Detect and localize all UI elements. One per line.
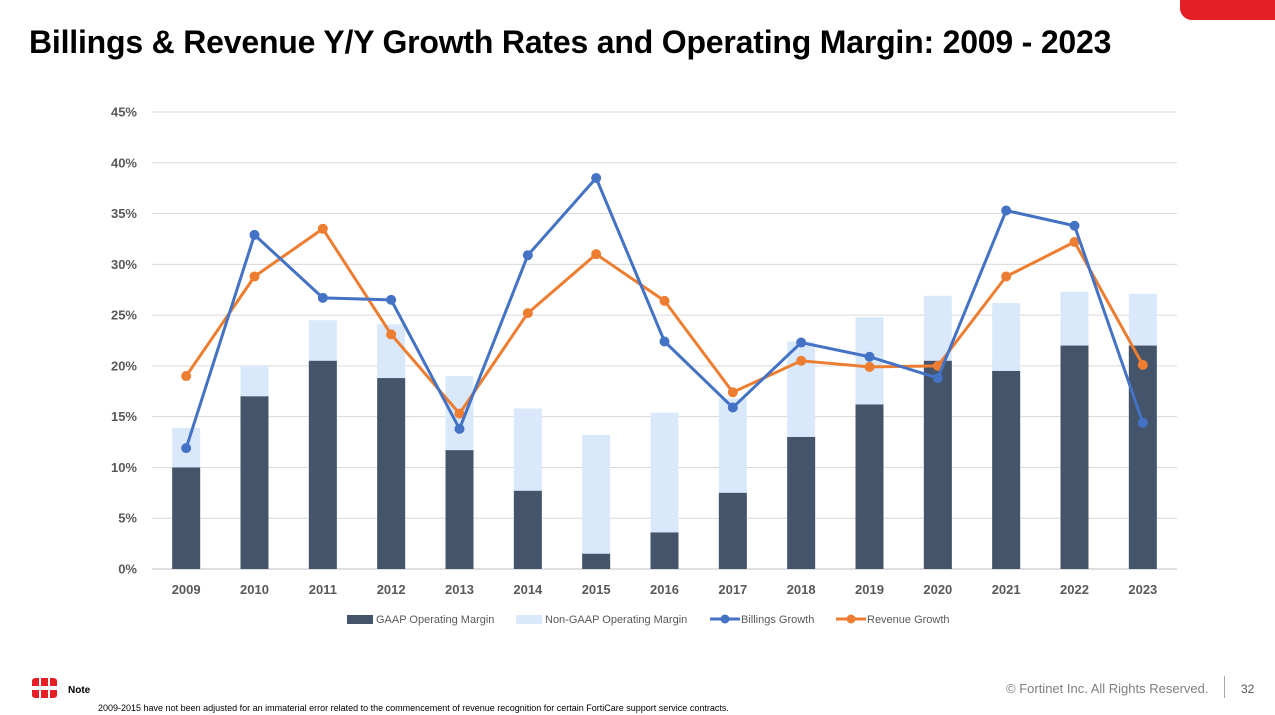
- billings-growth-point: [864, 351, 875, 362]
- gaap-margin-bar: [923, 360, 952, 569]
- brand-accent-tab: [1180, 0, 1275, 20]
- x-tick-label: 2012: [377, 582, 406, 597]
- billings-growth-point: [454, 423, 465, 434]
- gaap-margin-bar: [582, 553, 611, 569]
- revenue-growth-point: [659, 295, 670, 306]
- y-tick-label: 15%: [111, 409, 137, 424]
- copyright-text: © Fortinet Inc. All Rights Reserved.: [1006, 681, 1209, 696]
- billings-growth-point: [727, 402, 738, 413]
- y-tick-label: 25%: [111, 308, 137, 323]
- revenue-growth-point: [386, 329, 397, 340]
- gaap-margin-bar: [308, 360, 337, 569]
- x-tick-label: 2010: [240, 582, 269, 597]
- y-axis-tick-labels: 0% 5% 10% 15% 20% 25% 30% 35% 40% 45%: [111, 105, 137, 577]
- x-tick-label: 2016: [650, 582, 679, 597]
- note-label: Note: [68, 685, 91, 696]
- x-tick-label: 2020: [923, 582, 952, 597]
- billings-growth-point: [1069, 220, 1080, 231]
- revenue-growth-point: [1001, 271, 1012, 282]
- billings-growth-point: [1001, 205, 1012, 216]
- revenue-growth-point: [591, 249, 602, 260]
- billings-growth-point: [386, 294, 397, 305]
- note-text: 2009-2015 have not been adjusted for an …: [98, 703, 729, 713]
- revenue-growth-point: [796, 355, 807, 366]
- x-tick-label: 2018: [787, 582, 816, 597]
- gaap-margin-bar: [513, 490, 542, 569]
- y-tick-label: 5%: [118, 511, 137, 526]
- x-tick-label: 2022: [1060, 582, 1089, 597]
- y-tick-label: 30%: [111, 257, 137, 272]
- legend-label-revenue: Revenue Growth: [867, 614, 950, 626]
- slide-title: Billings & Revenue Y/Y Growth Rates and …: [29, 24, 1112, 60]
- legend-swatch-gaap: [347, 615, 373, 624]
- y-tick-label: 10%: [111, 460, 137, 475]
- revenue-growth-point: [522, 308, 533, 319]
- non-gaap-margin-bar: [582, 434, 611, 569]
- gaap-margin-bar: [650, 532, 679, 569]
- billings-growth-point: [796, 337, 807, 348]
- gaap-margin-bar: [855, 404, 884, 569]
- legend-marker-revenue: [846, 614, 856, 624]
- gaap-margin-bar: [445, 450, 474, 569]
- gaap-margin-bar: [1060, 345, 1089, 569]
- gaap-margin-bar: [992, 370, 1021, 569]
- legend-label-billings: Billings Growth: [741, 614, 814, 626]
- x-tick-label: 2021: [992, 582, 1021, 597]
- billings-growth-point: [932, 373, 943, 384]
- fortinet-logo-icon: [32, 678, 57, 698]
- x-tick-label: 2023: [1128, 582, 1157, 597]
- x-tick-label: 2013: [445, 582, 474, 597]
- page-number: 32: [1241, 682, 1255, 696]
- y-tick-label: 20%: [111, 358, 137, 373]
- revenue-growth-point: [1069, 236, 1080, 247]
- x-tick-label: 2011: [309, 582, 337, 597]
- gaap-margin-bar: [787, 436, 816, 569]
- gaap-margin-bar: [377, 378, 406, 569]
- chart-lines: [181, 173, 1148, 454]
- revenue-growth-point: [1137, 359, 1148, 370]
- revenue-growth-point: [181, 371, 192, 382]
- legend-marker-billings: [720, 614, 730, 624]
- billings-growth-point: [249, 229, 260, 240]
- chart-legend: GAAP Operating Margin Non-GAAP Operating …: [347, 614, 950, 626]
- legend-swatch-non-gaap: [516, 615, 542, 624]
- billings-growth-point: [591, 173, 602, 184]
- revenue-growth-point: [317, 223, 328, 234]
- gaap-margin-bar: [718, 492, 747, 569]
- revenue-growth-point: [727, 387, 738, 398]
- y-tick-label: 35%: [111, 206, 137, 221]
- revenue-growth-point: [864, 361, 875, 372]
- gaap-margin-bar: [172, 467, 201, 569]
- legend-label-gaap: GAAP Operating Margin: [376, 614, 494, 626]
- billings-growth-point: [317, 292, 328, 303]
- revenue-growth-point: [249, 271, 260, 282]
- y-tick-label: 0%: [118, 562, 137, 577]
- x-tick-label: 2014: [513, 582, 543, 597]
- gaap-margin-bar: [1128, 345, 1157, 569]
- x-tick-label: 2017: [718, 582, 747, 597]
- y-tick-label: 40%: [111, 155, 137, 170]
- combo-chart: 0% 5% 10% 15% 20% 25% 30% 35% 40% 45% 2009 2010 201…: [111, 105, 1177, 626]
- revenue-growth-point: [454, 408, 465, 419]
- chart-bars: [172, 291, 1157, 569]
- legend-label-non-gaap: Non-GAAP Operating Margin: [545, 614, 687, 626]
- billings-growth-point: [659, 336, 670, 347]
- y-tick-label: 45%: [111, 105, 137, 120]
- billings-growth-point: [522, 250, 533, 261]
- billings-growth-point: [1137, 417, 1148, 428]
- x-tick-label: 2015: [582, 582, 611, 597]
- footer-divider: [1224, 676, 1225, 698]
- x-tick-label: 2009: [172, 582, 201, 597]
- x-tick-label: 2019: [855, 582, 884, 597]
- billings-growth-point: [181, 443, 192, 454]
- x-axis-tick-labels: 2009 2010 2011 2012 2013 2014 2015 2016 2017 2018…: [172, 582, 1158, 597]
- gaap-margin-bar: [240, 396, 269, 569]
